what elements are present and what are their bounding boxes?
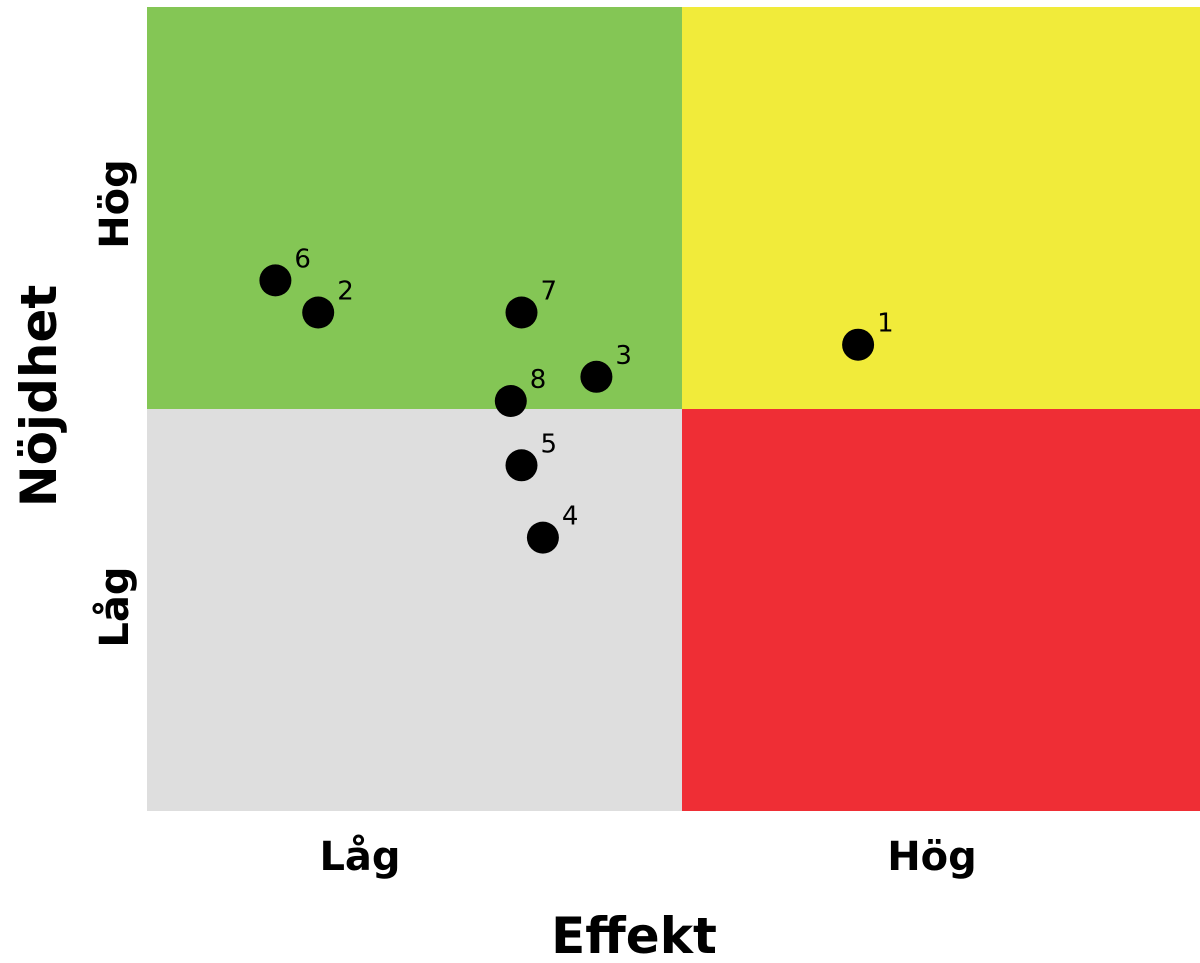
data-point-label-7: 7	[541, 277, 558, 307]
data-point-8	[494, 385, 527, 417]
data-point-2	[302, 296, 335, 329]
y-tick-label-high: Hög	[92, 159, 138, 249]
data-point-label-2: 2	[337, 277, 354, 307]
data-point-1	[842, 328, 875, 361]
data-point-label-5: 5	[541, 429, 558, 459]
x-tick-label-low: Låg	[319, 833, 400, 880]
data-point-6	[259, 264, 292, 297]
x-axis-title: Effekt	[551, 907, 717, 963]
data-point-label-8: 8	[530, 365, 547, 395]
data-point-7	[505, 296, 538, 329]
quadrant-top-left	[147, 7, 682, 409]
points-layer: 1 2 3 4 5 6 7 8	[259, 244, 894, 554]
data-point-label-6: 6	[294, 244, 311, 274]
quadrant-top-right	[682, 7, 1200, 409]
data-point-label-4: 4	[562, 502, 579, 532]
data-point-label-3: 3	[615, 341, 632, 371]
quadrant-bottom-right	[682, 409, 1200, 811]
data-point-3	[580, 360, 613, 393]
data-point-5	[505, 449, 538, 482]
data-point-label-1: 1	[877, 309, 894, 339]
y-tick-label-low: Låg	[91, 566, 138, 647]
data-point-4	[526, 521, 559, 554]
y-axis-title: Nöjdhet	[10, 285, 68, 508]
quadrant-bottom-left	[147, 409, 682, 811]
x-tick-label-high: Hög	[887, 834, 977, 880]
